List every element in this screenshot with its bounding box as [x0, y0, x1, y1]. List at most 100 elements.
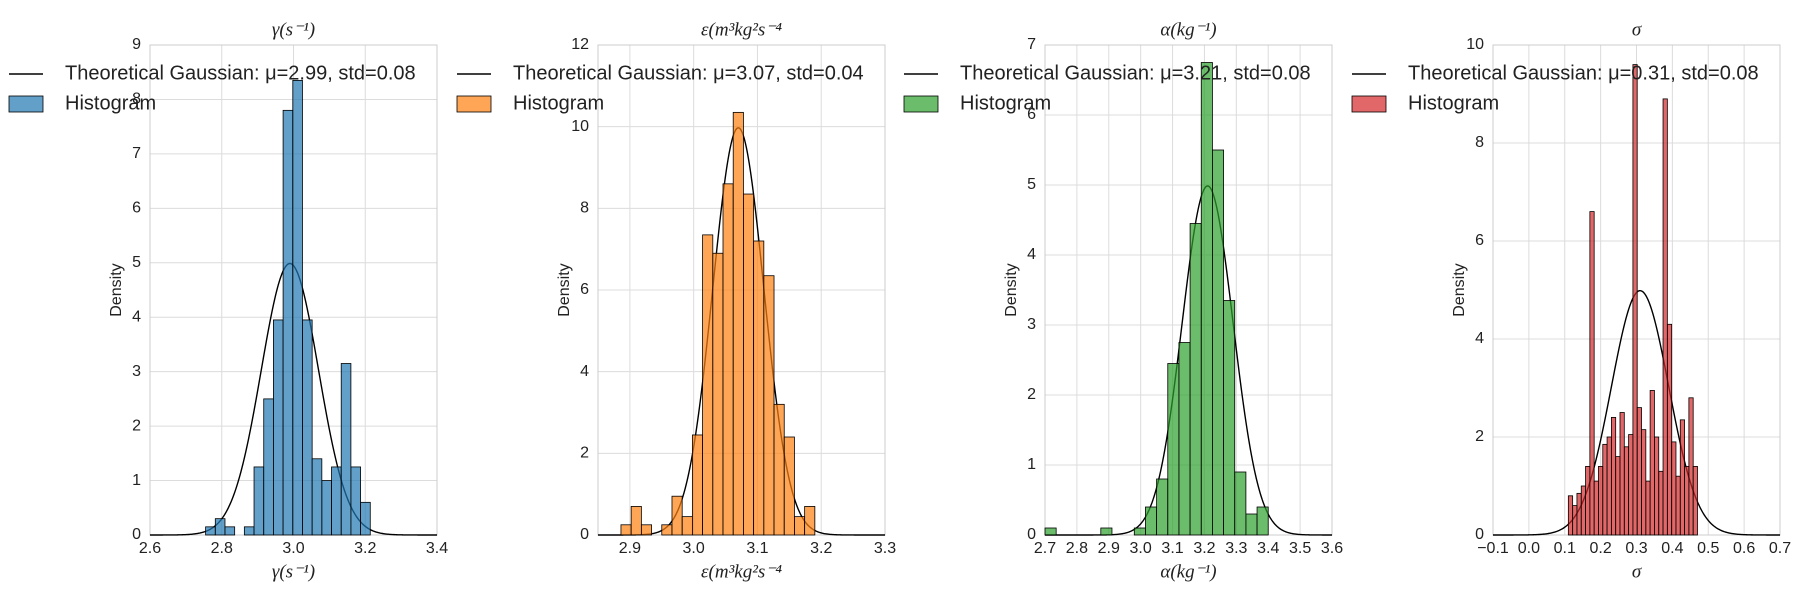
- histogram-bar: [360, 501, 371, 536]
- x-tick-label: 3.4: [426, 540, 448, 557]
- histogram-bar: [1598, 465, 1604, 536]
- y-tick-label: 4: [1475, 330, 1484, 347]
- chart-title: α(kg⁻¹): [1160, 19, 1216, 40]
- x-tick-label: 3.0: [282, 540, 304, 557]
- histogram-bar: [1641, 429, 1647, 536]
- histogram-bar: [1256, 506, 1269, 536]
- histogram-bar: [214, 518, 226, 536]
- histogram-bar: [1628, 434, 1634, 536]
- histogram-bar: [804, 506, 816, 536]
- y-tick-label: 1: [1027, 456, 1036, 473]
- y-tick-label: 6: [1027, 106, 1036, 123]
- legend-label: Histogram: [1408, 92, 1499, 114]
- histogram-bar: [1223, 300, 1236, 536]
- x-tick-label: 3.6: [1321, 540, 1343, 557]
- y-tick-label: 4: [1027, 246, 1036, 263]
- histogram-bar: [1692, 465, 1698, 536]
- x-tick-label: 2.7: [1034, 540, 1056, 557]
- histogram-bar: [321, 480, 332, 536]
- histogram-bar: [1133, 527, 1146, 536]
- x-tick-label: 0.1: [1554, 540, 1576, 557]
- histogram-bar: [1662, 98, 1668, 536]
- legend-swatch: [1351, 95, 1387, 113]
- y-tick-label: 6: [1475, 232, 1484, 249]
- legend-swatch: [456, 95, 492, 113]
- histogram-bar: [1100, 527, 1113, 536]
- y-tick-label: 10: [1466, 36, 1484, 53]
- histogram-bar: [302, 319, 313, 536]
- y-tick-label: 2: [1475, 428, 1484, 445]
- y-tick-label: 2: [132, 417, 141, 434]
- y-tick-label: 0: [132, 526, 141, 543]
- legend-label: Histogram: [513, 92, 604, 114]
- histogram-bar: [1212, 149, 1224, 536]
- histogram-bar: [1145, 506, 1158, 536]
- histogram-bar: [1623, 446, 1630, 536]
- histogram-bar: [1189, 223, 1202, 536]
- histogram-bar: [671, 495, 683, 536]
- histogram-bar: [1610, 416, 1617, 536]
- histogram-bar: [1200, 62, 1213, 536]
- x-tick-label: 0.3: [1625, 540, 1647, 557]
- histogram-bar: [273, 319, 284, 536]
- histogram-bar: [702, 234, 714, 536]
- x-tick-label: 0.2: [1590, 540, 1612, 557]
- x-tick-label: 0.0: [1518, 540, 1540, 557]
- histogram-bar: [1044, 527, 1057, 536]
- legend-label: Theoretical Gaussian: μ=0.31, std=0.08: [1408, 62, 1759, 84]
- y-tick-label: 5: [1027, 176, 1036, 193]
- histogram-bar: [681, 516, 693, 536]
- histogram-bar: [1632, 64, 1638, 536]
- y-tick-label: 8: [580, 200, 589, 217]
- x-tick-label: 2.9: [1098, 540, 1120, 557]
- histogram-bar: [1167, 363, 1180, 536]
- histogram-bar: [243, 526, 255, 536]
- y-tick-label: 8: [132, 91, 141, 108]
- y-tick-label: 0: [580, 526, 589, 543]
- y-tick-label: 0: [1027, 526, 1036, 543]
- x-tick-label: 0.5: [1697, 540, 1719, 557]
- y-axis-label: Density: [1003, 263, 1020, 316]
- y-tick-label: 3: [132, 363, 141, 380]
- histogram-bar: [340, 363, 352, 536]
- histogram-bar: [794, 516, 806, 536]
- legend-label: Theoretical Gaussian: μ=2.99, std=0.08: [65, 62, 416, 84]
- histogram-bar: [743, 193, 755, 536]
- y-tick-label: 5: [132, 254, 141, 271]
- histogram-bar: [1593, 480, 1599, 536]
- legend-label: Theoretical Gaussian: μ=3.07, std=0.04: [513, 62, 864, 84]
- y-tick-label: 9: [132, 36, 141, 53]
- y-tick-label: 1: [132, 472, 141, 489]
- histogram-bar: [205, 526, 216, 536]
- histogram-bar: [1606, 436, 1612, 536]
- x-tick-label: 3.0: [683, 540, 705, 557]
- histogram-bar: [763, 275, 775, 536]
- histogram-bar: [292, 79, 303, 536]
- histogram-bar: [253, 466, 265, 536]
- histogram-bar: [1589, 211, 1595, 536]
- histogram-bar: [661, 524, 673, 536]
- histogram-bar: [630, 506, 642, 536]
- legend-label: Histogram: [65, 92, 156, 114]
- histogram-bar: [1666, 323, 1673, 536]
- x-axis-label: α(kg⁻¹): [1160, 561, 1216, 582]
- histogram-bar: [1688, 397, 1694, 536]
- x-tick-label: 2.8: [211, 540, 233, 557]
- y-tick-label: 12: [571, 36, 589, 53]
- histogram-bar: [1679, 419, 1685, 536]
- y-tick-label: 2: [1027, 386, 1036, 403]
- y-axis-label: Density: [1451, 263, 1468, 316]
- x-tick-label: 3.5: [1289, 540, 1311, 557]
- histogram-bar: [783, 436, 795, 536]
- x-tick-label: 3.1: [746, 540, 768, 557]
- y-axis-label: Density: [556, 263, 573, 316]
- y-tick-label: 8: [1475, 134, 1484, 151]
- x-tick-label: 3.2: [810, 540, 832, 557]
- x-axis-label: σ: [1632, 561, 1642, 582]
- gaussian-curve: [1045, 185, 1332, 536]
- histogram-bar: [282, 109, 294, 536]
- x-tick-label: 0.4: [1661, 540, 1683, 557]
- y-tick-label: 4: [132, 308, 141, 325]
- histogram-bar: [263, 398, 274, 536]
